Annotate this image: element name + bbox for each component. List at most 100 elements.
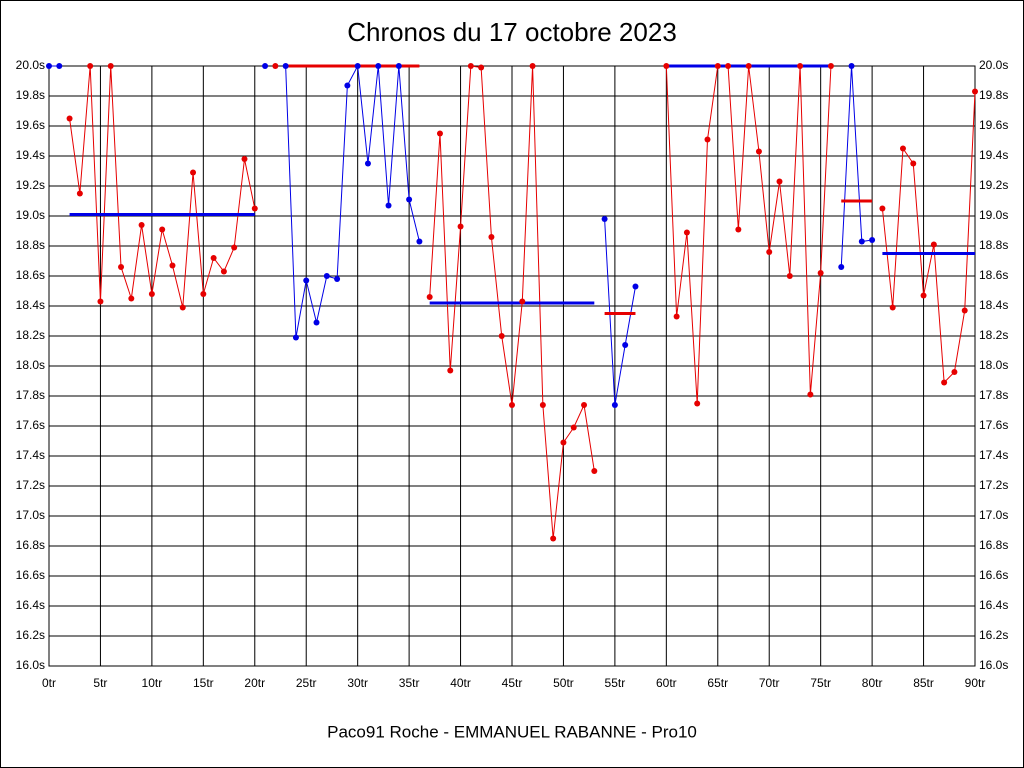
point bbox=[190, 169, 197, 176]
point bbox=[148, 291, 155, 297]
y-tick-label: 18.6s bbox=[16, 268, 45, 282]
point bbox=[509, 402, 515, 408]
point bbox=[385, 202, 392, 209]
point bbox=[118, 264, 125, 270]
point bbox=[560, 439, 567, 446]
x-tick-label: 30tr bbox=[347, 676, 368, 690]
point bbox=[436, 130, 443, 137]
point bbox=[395, 63, 402, 69]
y-tick-label: 16.4s bbox=[16, 598, 45, 612]
point bbox=[272, 63, 279, 69]
y2-tick-label: 16.8s bbox=[979, 538, 1008, 552]
point bbox=[220, 268, 227, 275]
point bbox=[601, 216, 608, 222]
plot-border bbox=[48, 65, 976, 667]
point bbox=[128, 295, 135, 302]
y-tick-label: 16.2s bbox=[16, 628, 45, 642]
y-tick-label: 16.8s bbox=[16, 538, 45, 552]
x-axis-label: Paco91 Roche - EMMANUEL RABANNE - Pro10 bbox=[327, 722, 697, 741]
x-tick-label: 35tr bbox=[399, 676, 420, 690]
point bbox=[478, 64, 485, 71]
x-tick-label: 55tr bbox=[605, 676, 626, 690]
y2-tick-label: 19.0s bbox=[979, 208, 1008, 222]
point bbox=[303, 277, 310, 284]
y2-tick-label: 20.0s bbox=[979, 58, 1008, 72]
y2-tick-label: 18.2s bbox=[979, 328, 1008, 342]
point bbox=[282, 63, 289, 69]
y2-tick-label: 17.4s bbox=[979, 448, 1008, 462]
point bbox=[138, 222, 145, 228]
point bbox=[313, 319, 320, 326]
y2-tick-label: 16.6s bbox=[979, 568, 1008, 582]
point bbox=[375, 63, 382, 69]
y2-tick-label: 17.2s bbox=[979, 478, 1008, 492]
x-tick-label: 45tr bbox=[502, 676, 523, 690]
y2-tick-label: 18.0s bbox=[979, 358, 1008, 372]
point bbox=[46, 63, 52, 69]
y2-tick-label: 19.2s bbox=[979, 178, 1008, 192]
y-tick-label: 16.0s bbox=[16, 658, 45, 672]
point bbox=[467, 63, 474, 69]
point bbox=[292, 334, 299, 341]
point bbox=[488, 234, 495, 240]
x-tick-label: 65tr bbox=[707, 676, 728, 690]
point bbox=[838, 264, 845, 270]
x-tick-label: 5tr bbox=[93, 676, 107, 690]
point bbox=[179, 304, 186, 311]
x-tick-label: 80tr bbox=[862, 676, 883, 690]
point bbox=[591, 468, 598, 474]
point bbox=[519, 298, 526, 305]
point bbox=[334, 276, 341, 282]
point bbox=[66, 115, 73, 122]
y2-tick-label: 17.6s bbox=[979, 418, 1008, 432]
x-tick-label: 20tr bbox=[244, 676, 265, 690]
y2-tick-label: 16.0s bbox=[979, 658, 1008, 672]
point bbox=[683, 229, 690, 236]
point bbox=[910, 160, 917, 167]
y-tick-label: 17.8s bbox=[16, 388, 45, 402]
y2-tick-label: 18.8s bbox=[979, 238, 1008, 252]
point bbox=[622, 342, 629, 348]
point bbox=[200, 291, 207, 297]
y2-tick-label: 19.4s bbox=[979, 148, 1008, 162]
y2-tick-label: 16.2s bbox=[979, 628, 1008, 642]
point bbox=[817, 270, 824, 276]
point bbox=[97, 298, 104, 305]
point bbox=[416, 238, 423, 245]
point bbox=[426, 294, 433, 300]
point bbox=[694, 400, 701, 407]
y-tick-label: 19.6s bbox=[16, 118, 45, 132]
point bbox=[241, 156, 248, 162]
y-tick-label: 17.6s bbox=[16, 418, 45, 432]
y-tick-label: 18.4s bbox=[16, 298, 45, 312]
point bbox=[899, 145, 906, 152]
x-tick-label: 60tr bbox=[656, 676, 677, 690]
point bbox=[869, 237, 876, 243]
y-tick-label: 17.2s bbox=[16, 478, 45, 492]
y-tick-label: 18.0s bbox=[16, 358, 45, 372]
y2-tick-label: 19.8s bbox=[979, 88, 1008, 102]
y2-tick-label: 16.4s bbox=[979, 598, 1008, 612]
x-tick-label: 15tr bbox=[193, 676, 214, 690]
point bbox=[766, 249, 773, 255]
point bbox=[786, 273, 793, 279]
point bbox=[76, 190, 83, 197]
y-tick-label: 17.0s bbox=[16, 508, 45, 522]
point bbox=[107, 63, 114, 69]
point bbox=[776, 178, 783, 185]
x-tick-label: 90tr bbox=[965, 676, 986, 690]
point bbox=[755, 148, 762, 155]
point bbox=[797, 63, 804, 69]
point bbox=[210, 255, 217, 261]
x-tick-label: 0tr bbox=[42, 676, 56, 690]
x-tick-label: 50tr bbox=[553, 676, 574, 690]
point bbox=[951, 369, 958, 375]
x-tick-label: 25tr bbox=[296, 676, 317, 690]
y-tick-label: 19.4s bbox=[16, 148, 45, 162]
y-tick-label: 19.0s bbox=[16, 208, 45, 222]
series-line bbox=[49, 64, 873, 406]
point bbox=[827, 63, 834, 69]
point bbox=[56, 63, 63, 69]
y2-tick-label: 17.0s bbox=[979, 508, 1008, 522]
